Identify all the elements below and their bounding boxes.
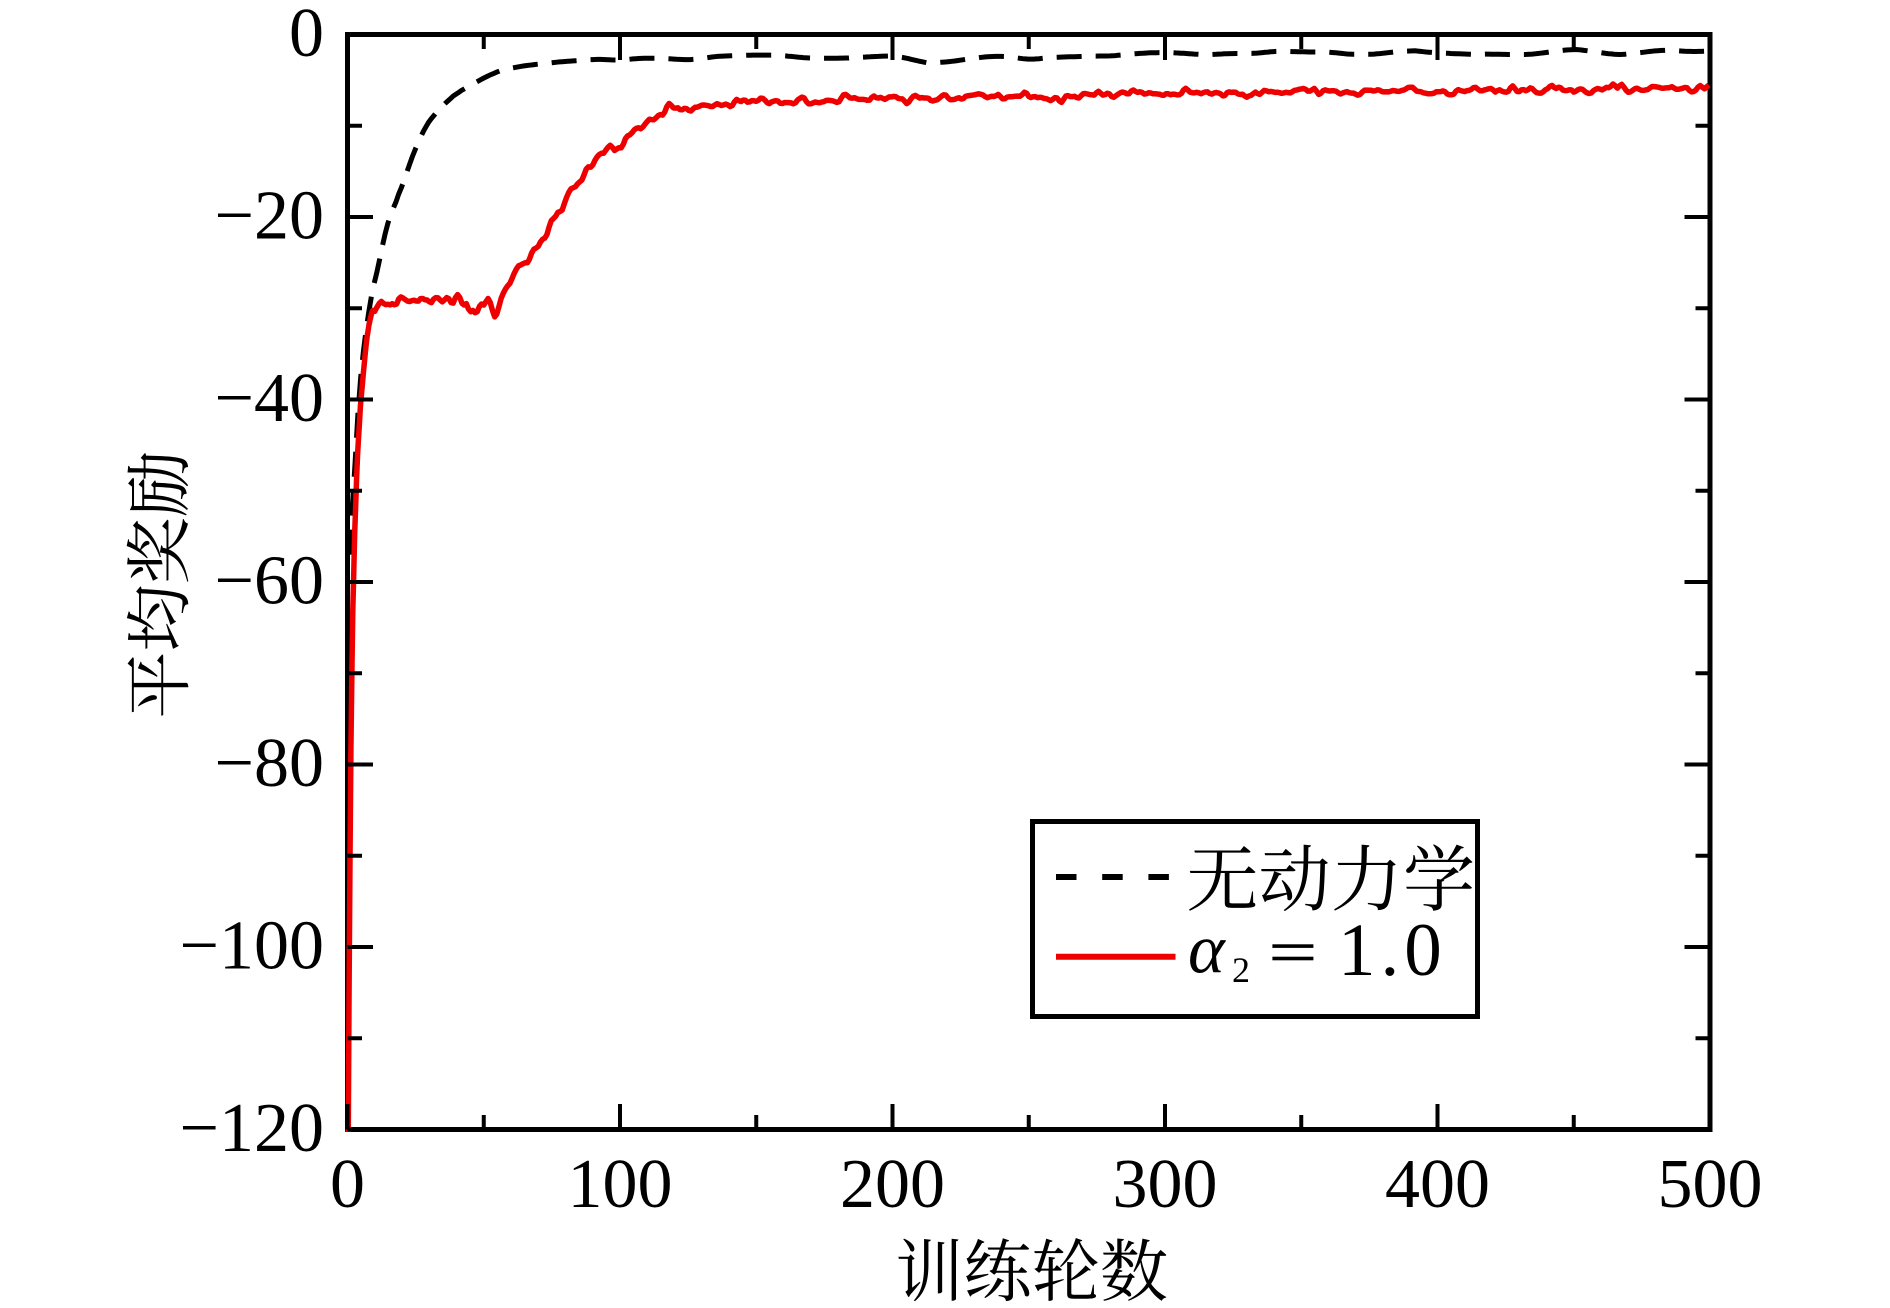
svg-text:300: 300 — [1113, 1146, 1218, 1223]
svg-text:−100: −100 — [180, 908, 324, 985]
svg-text:−40: −40 — [215, 360, 324, 437]
svg-text:−120: −120 — [180, 1090, 324, 1167]
svg-text:0: 0 — [289, 0, 324, 72]
svg-text:100: 100 — [568, 1146, 673, 1223]
svg-text:200: 200 — [840, 1146, 945, 1223]
svg-text:−80: −80 — [215, 725, 324, 802]
svg-text:500: 500 — [1658, 1146, 1763, 1223]
svg-text:α: α — [1188, 912, 1226, 989]
svg-text:2: 2 — [1232, 950, 1250, 990]
svg-text:−20: −20 — [215, 178, 324, 255]
svg-text:0: 0 — [330, 1146, 365, 1223]
svg-text:1.0: 1.0 — [1338, 909, 1447, 992]
svg-text:400: 400 — [1385, 1146, 1490, 1223]
svg-text:−60: −60 — [215, 543, 324, 620]
